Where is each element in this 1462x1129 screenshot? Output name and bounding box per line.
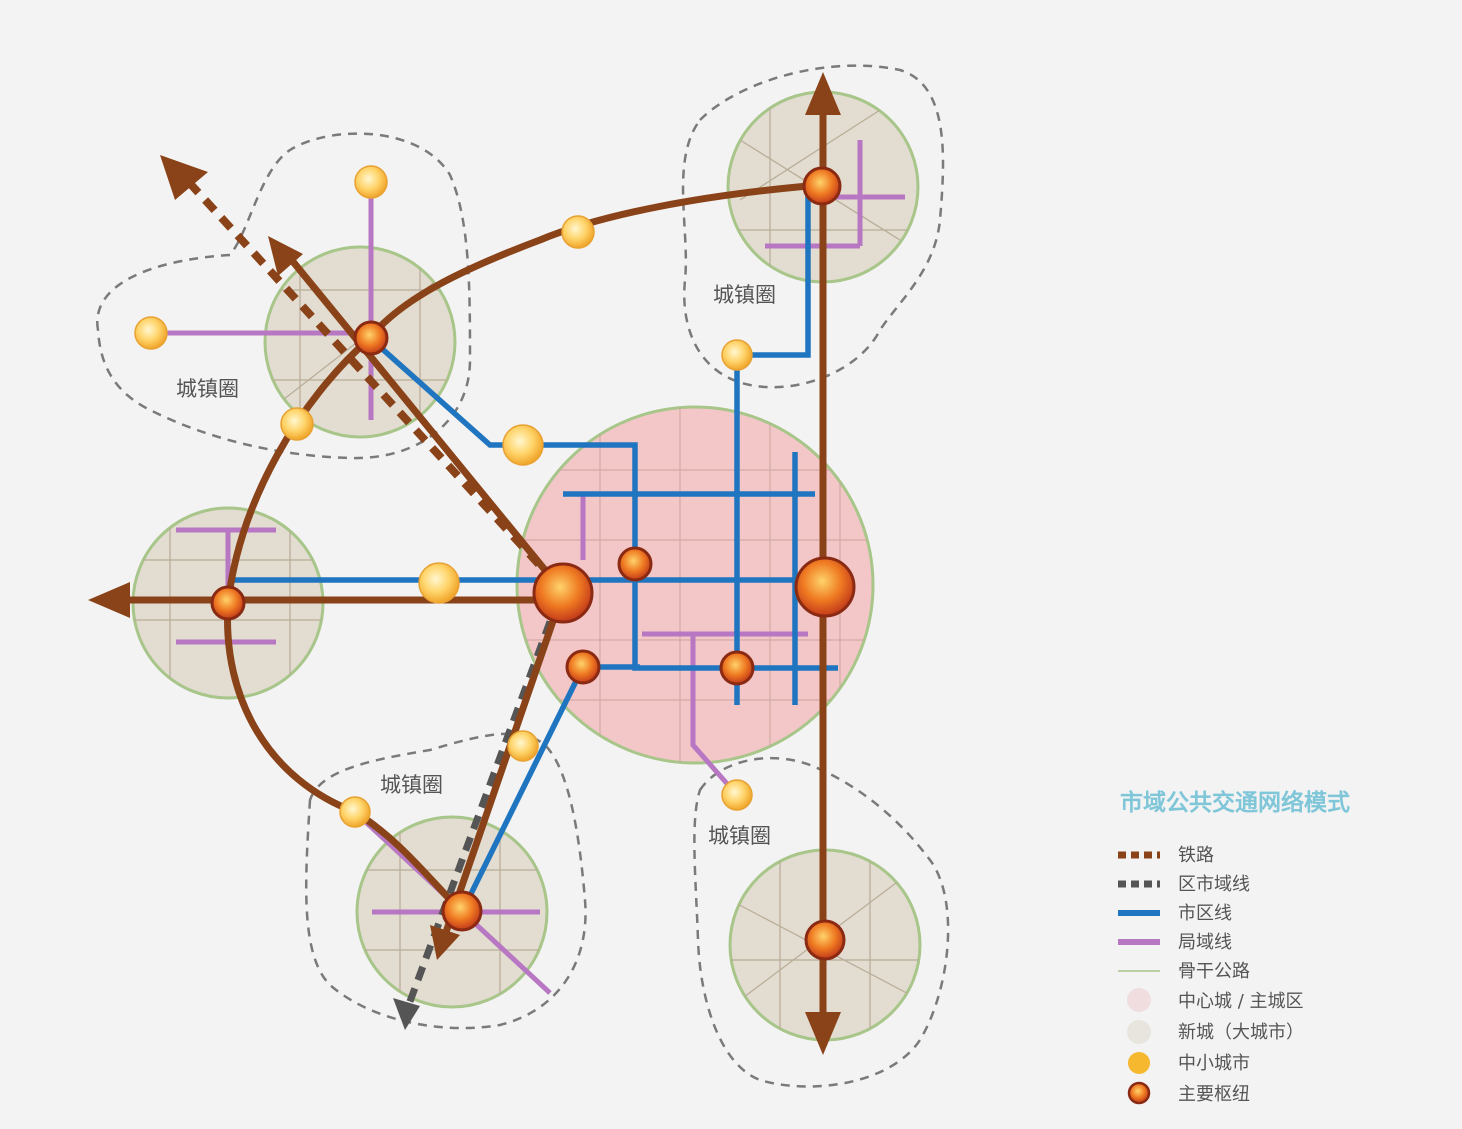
hub-node (210, 585, 246, 621)
small-city-node (502, 424, 544, 466)
legend-swatch-small-city (1128, 1052, 1150, 1074)
legend: 市域公共交通网络模式 铁路 区市域线 市区线 局域线 骨干公路 中心城 / 主城… (1118, 789, 1350, 1105)
corridor-arrowheads (88, 72, 841, 1055)
regional-line-arrow-icon (393, 998, 420, 1030)
hub-node (617, 546, 653, 582)
arrow-west-icon (88, 582, 130, 618)
arrow-south-icon (805, 1012, 841, 1055)
small-city-node (339, 796, 371, 828)
zone-label-northwest: 城镇圈 (176, 377, 239, 401)
hub-node (565, 649, 601, 685)
legend-title: 市域公共交通网络模式 (1120, 789, 1350, 816)
legend-label-small-city: 中小城市 (1178, 1053, 1250, 1074)
legend-label-arterial-road: 骨干公路 (1178, 961, 1250, 982)
urban-lines (230, 187, 838, 914)
small-city-node (721, 339, 753, 371)
small-city-node (354, 165, 388, 199)
legend-label-central-city: 中心城 / 主城区 (1178, 991, 1304, 1012)
legend-label-main-hub: 主要枢纽 (1178, 1084, 1250, 1105)
hub-node (804, 919, 846, 961)
hub-node (794, 556, 856, 618)
cluster-boundary-northwest (96, 132, 472, 460)
zone-label-northeast: 城镇圈 (713, 283, 776, 307)
arrow-north-icon (805, 72, 841, 115)
regional-line (393, 598, 562, 1030)
hub-node (441, 890, 483, 932)
small-city-node (561, 215, 595, 249)
hub-node (353, 320, 389, 356)
hub-node (719, 650, 755, 686)
cluster-boundaries (96, 64, 950, 1088)
arrow-southwest-icon (430, 925, 460, 960)
legend-swatch-new-town (1127, 1020, 1151, 1044)
legend-label-railway: 铁路 (1178, 845, 1214, 866)
zone-labels: 城镇圈 城镇圈 城镇圈 城镇圈 (176, 283, 776, 848)
legend-label-local-line: 局域线 (1178, 932, 1232, 953)
legend-label-urban-line: 市区线 (1178, 903, 1232, 924)
legend-swatch-main-hub (1127, 1081, 1151, 1105)
zone-label-southeast: 城镇圈 (708, 824, 771, 848)
hub-node (802, 166, 842, 206)
small-city-node (134, 316, 168, 350)
legend-swatch-central-city (1127, 988, 1151, 1012)
small-city-node (721, 779, 753, 811)
main-corridors (118, 105, 827, 1025)
legend-label-new-town: 新城（大城市） (1178, 1022, 1304, 1043)
railway-line (160, 155, 558, 585)
main-hubs (210, 166, 856, 961)
railway-arrow-icon (160, 155, 208, 200)
legend-label-regional-line: 区市域线 (1178, 874, 1250, 895)
small-city-node (418, 562, 460, 604)
hub-node (532, 562, 594, 624)
zone-label-southwest: 城镇圈 (380, 773, 443, 797)
arrow-northwest-icon (268, 236, 303, 276)
small-cities (134, 165, 753, 828)
small-city-node (280, 407, 314, 441)
small-city-node (507, 730, 539, 762)
